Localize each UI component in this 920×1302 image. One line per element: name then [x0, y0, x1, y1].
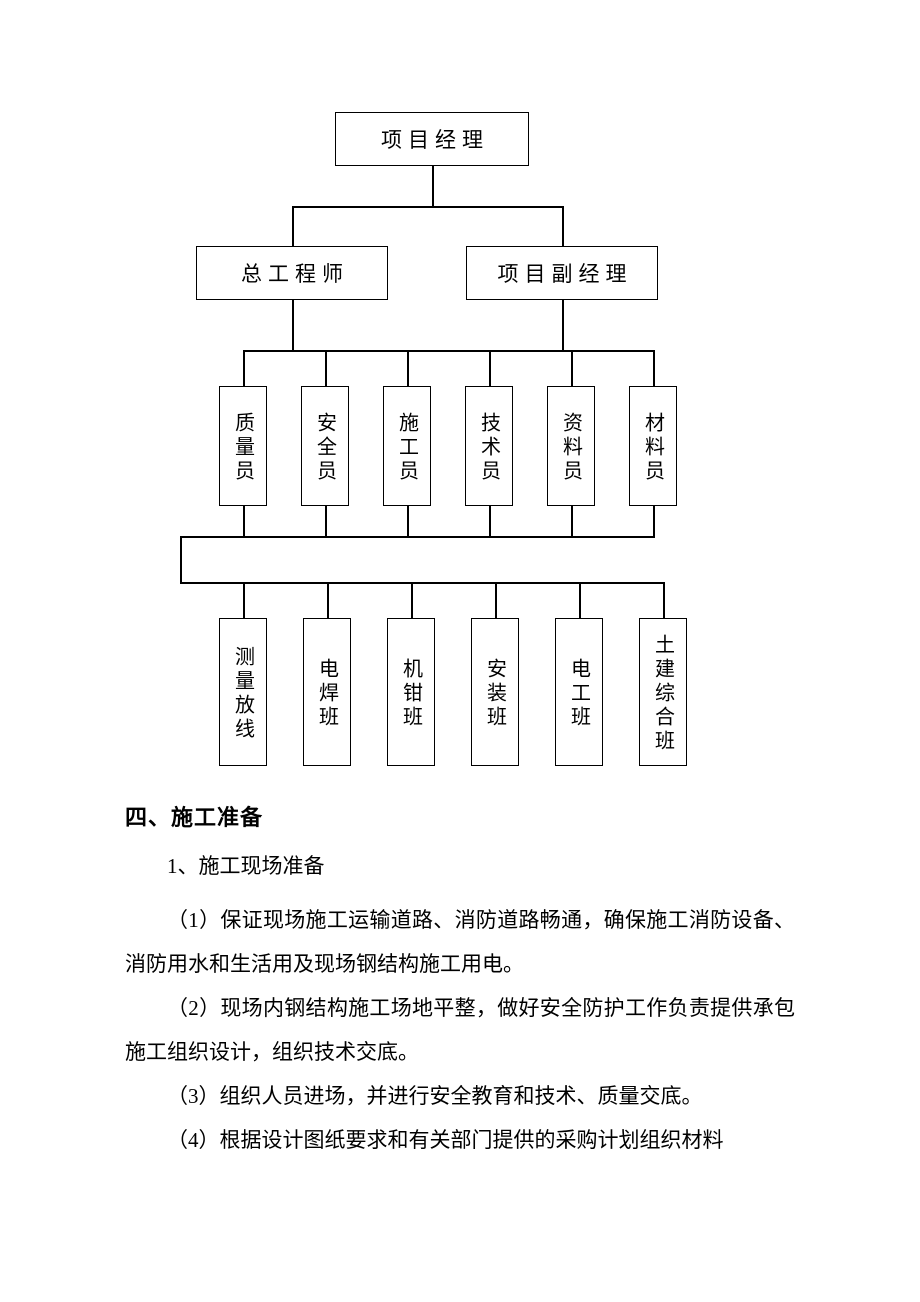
- node-material: 材料员: [629, 386, 677, 506]
- node-electrician: 电工班: [555, 618, 603, 766]
- connector: [407, 506, 409, 536]
- paragraph: （2）现场内钢结构施工场地平整，做好安全防护工作负责提供承包施工组织设计，组织技…: [125, 986, 795, 1074]
- connector: [180, 536, 655, 538]
- connector: [292, 206, 294, 246]
- connector: [653, 350, 655, 386]
- node-welding: 电焊班: [303, 618, 351, 766]
- node-civil: 土建综合班: [639, 618, 687, 766]
- connector: [432, 166, 434, 206]
- org-chart: 项目经理 总工程师 项目副经理 质量员 安全员 施工员 技术员 资料员 材料员 …: [0, 0, 920, 780]
- connector: [562, 206, 564, 246]
- node-safety: 安全员: [301, 386, 349, 506]
- connector: [243, 582, 245, 618]
- node-data: 资料员: [547, 386, 595, 506]
- connector: [325, 350, 327, 386]
- connector: [663, 582, 665, 618]
- section-heading: 四、施工准备: [125, 800, 795, 832]
- connector: [579, 582, 581, 618]
- paragraph: （1）保证现场施工运输道路、消防道路畅通，确保施工消防设备、消防用水和生活用及现…: [125, 898, 795, 986]
- connector: [489, 506, 491, 536]
- node-chief-engineer: 总工程师: [196, 246, 388, 300]
- connector: [292, 206, 564, 208]
- connector: [325, 506, 327, 536]
- node-survey: 测量放线: [219, 618, 267, 766]
- connector: [243, 350, 655, 352]
- connector: [562, 300, 564, 350]
- connector: [411, 582, 413, 618]
- node-install: 安装班: [471, 618, 519, 766]
- connector: [292, 300, 294, 350]
- connector: [180, 582, 665, 584]
- node-technical: 技术员: [465, 386, 513, 506]
- connector: [180, 536, 182, 582]
- connector: [653, 506, 655, 536]
- connector: [571, 350, 573, 386]
- node-deputy-manager: 项目副经理: [466, 246, 658, 300]
- paragraph: （3）组织人员进场，并进行安全教育和技术、质量交底。: [125, 1074, 795, 1118]
- paragraph: （4）根据设计图纸要求和有关部门提供的采购计划组织材料: [125, 1118, 795, 1162]
- node-fitter: 机钳班: [387, 618, 435, 766]
- connector: [327, 582, 329, 618]
- connector: [571, 506, 573, 536]
- node-construction: 施工员: [383, 386, 431, 506]
- text-section: 四、施工准备 1、施工现场准备 （1）保证现场施工运输道路、消防道路畅通，确保施…: [0, 800, 920, 1163]
- connector: [243, 350, 245, 386]
- connector: [243, 506, 245, 536]
- subsection-heading: 1、施工现场准备: [125, 850, 795, 880]
- node-quality: 质量员: [219, 386, 267, 506]
- node-root: 项目经理: [335, 112, 529, 166]
- connector: [407, 350, 409, 386]
- connector: [489, 350, 491, 386]
- connector: [495, 582, 497, 618]
